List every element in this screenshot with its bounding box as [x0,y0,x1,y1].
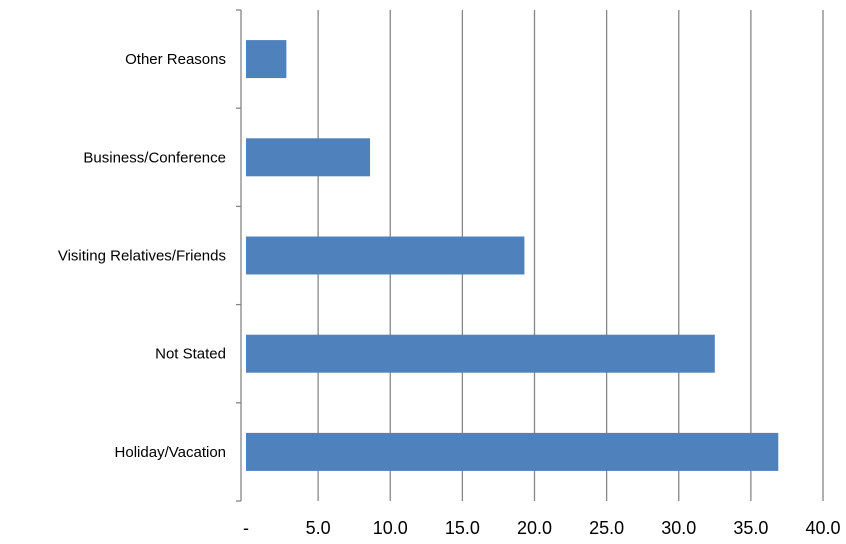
x-tick-label: 10.0 [373,518,408,538]
bar [246,40,287,79]
category-label: Holiday/Vacation [115,444,226,461]
x-tick-labels: - 5.0 10.0 15.0 20.0 25.0 30.0 35.0 40.0 [243,518,841,538]
bar [246,432,779,471]
x-tick-label: 35.0 [733,518,768,538]
x-tick-label: 40.0 [805,518,840,538]
bar [246,334,715,373]
bars [246,40,779,471]
bar [246,236,525,275]
axes [236,9,242,502]
x-tick-label: 25.0 [589,518,624,538]
category-label: Not Stated [155,346,226,363]
x-tick-label: 15.0 [445,518,480,538]
x-tick-label: 5.0 [306,518,331,538]
x-tick-label: 30.0 [661,518,696,538]
x-tick-label: 20.0 [517,518,552,538]
category-label: Other Reasons [125,51,226,68]
bar [246,138,371,177]
x-tick-label: - [243,518,249,538]
category-label: Business/Conference [83,149,226,166]
category-label: Visiting Relatives/Friends [58,248,226,265]
category-labels: Holiday/Vacation Not Stated Visiting Relat… [58,51,226,461]
